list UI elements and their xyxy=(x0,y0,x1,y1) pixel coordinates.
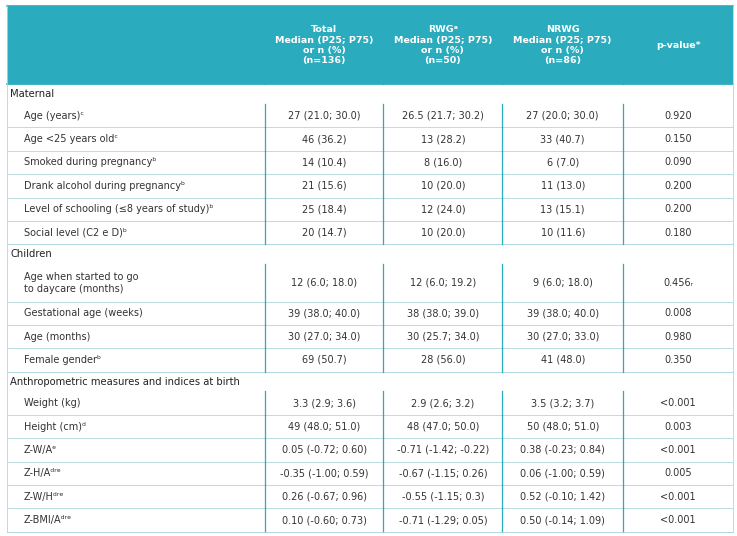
Text: 3.5 (3.2; 3.7): 3.5 (3.2; 3.7) xyxy=(531,398,594,408)
Text: 0.008: 0.008 xyxy=(664,308,692,318)
Text: Anthropometric measures and indices at birth: Anthropometric measures and indices at b… xyxy=(10,377,240,386)
Text: 46 (36.2): 46 (36.2) xyxy=(302,134,346,144)
Text: 0.920: 0.920 xyxy=(664,111,692,121)
Text: Smoked during pregnancyᵇ: Smoked during pregnancyᵇ xyxy=(24,158,156,167)
Text: 30 (27.0; 33.0): 30 (27.0; 33.0) xyxy=(526,332,599,341)
Bar xyxy=(7,302,733,325)
Text: 9 (6.0; 18.0): 9 (6.0; 18.0) xyxy=(533,278,593,288)
Text: 33 (40.7): 33 (40.7) xyxy=(540,134,585,144)
Bar xyxy=(7,174,733,198)
Text: 12 (6.0; 19.2): 12 (6.0; 19.2) xyxy=(410,278,476,288)
Text: 50 (48.0; 51.0): 50 (48.0; 51.0) xyxy=(526,421,599,431)
Text: 0.26 (-0.67; 0.96): 0.26 (-0.67; 0.96) xyxy=(282,492,367,502)
Text: 25 (18.4): 25 (18.4) xyxy=(302,204,346,214)
Text: <0.001: <0.001 xyxy=(660,492,696,502)
Bar xyxy=(7,198,733,221)
Text: 10 (20.0): 10 (20.0) xyxy=(421,181,465,191)
Bar xyxy=(7,244,733,264)
Text: 30 (25.7; 34.0): 30 (25.7; 34.0) xyxy=(407,332,479,341)
Bar xyxy=(7,6,733,84)
Text: 0.52 (-0.10; 1.42): 0.52 (-0.10; 1.42) xyxy=(520,492,605,502)
Text: 0.980: 0.980 xyxy=(664,332,692,341)
Text: Total
Median (P25; P75)
or n (%)
(n=136): Total Median (P25; P75) or n (%) (n=136) xyxy=(275,25,374,65)
Bar xyxy=(7,104,733,128)
Text: Age when started to go
to daycare (months): Age when started to go to daycare (month… xyxy=(24,272,138,294)
Bar xyxy=(7,415,733,438)
Text: 12 (24.0): 12 (24.0) xyxy=(421,204,465,214)
Text: 69 (50.7): 69 (50.7) xyxy=(302,355,346,365)
Text: 12 (6.0; 18.0): 12 (6.0; 18.0) xyxy=(291,278,357,288)
Bar xyxy=(7,128,733,151)
Text: 27 (20.0; 30.0): 27 (20.0; 30.0) xyxy=(526,111,599,121)
Bar xyxy=(7,264,733,302)
Text: 10 (11.6): 10 (11.6) xyxy=(540,228,585,237)
Text: -0.71 (-1.29; 0.05): -0.71 (-1.29; 0.05) xyxy=(399,515,487,525)
Text: 41 (48.0): 41 (48.0) xyxy=(540,355,585,365)
Text: 13 (15.1): 13 (15.1) xyxy=(540,204,585,214)
Bar xyxy=(7,485,733,508)
Text: 8 (16.0): 8 (16.0) xyxy=(424,158,462,167)
Text: 13 (28.2): 13 (28.2) xyxy=(421,134,465,144)
Text: Gestational age (weeks): Gestational age (weeks) xyxy=(24,308,142,318)
Text: Age (years)ᶜ: Age (years)ᶜ xyxy=(24,111,83,121)
Text: 0.200: 0.200 xyxy=(664,181,692,191)
Text: Level of schooling (≤8 years of study)ᵇ: Level of schooling (≤8 years of study)ᵇ xyxy=(24,204,213,214)
Text: 0.38 (-0.23; 0.84): 0.38 (-0.23; 0.84) xyxy=(520,445,605,455)
Text: 3.3 (2.9; 3.6): 3.3 (2.9; 3.6) xyxy=(293,398,356,408)
Text: 11 (13.0): 11 (13.0) xyxy=(540,181,585,191)
Text: 0.350: 0.350 xyxy=(664,355,692,365)
Text: Social level (C2 e D)ᵇ: Social level (C2 e D)ᵇ xyxy=(24,228,127,237)
Text: -0.71 (-1.42; -0.22): -0.71 (-1.42; -0.22) xyxy=(397,445,489,455)
Text: 26.5 (21.7; 30.2): 26.5 (21.7; 30.2) xyxy=(402,111,484,121)
Text: Z-W/Hᵈʳᵉ: Z-W/Hᵈʳᵉ xyxy=(24,492,64,502)
Text: 0.10 (-0.60; 0.73): 0.10 (-0.60; 0.73) xyxy=(282,515,367,525)
Text: Drank alcohol during pregnancyᵇ: Drank alcohol during pregnancyᵇ xyxy=(24,181,185,191)
Text: -0.55 (-1.15; 0.3): -0.55 (-1.15; 0.3) xyxy=(402,492,484,502)
Bar xyxy=(7,84,733,104)
Text: RWGᵃ
Median (P25; P75)
or n (%)
(n=50): RWGᵃ Median (P25; P75) or n (%) (n=50) xyxy=(394,25,492,65)
Text: Weight (kg): Weight (kg) xyxy=(24,398,80,408)
Bar xyxy=(7,438,733,461)
Text: 0.50 (-0.14; 1.09): 0.50 (-0.14; 1.09) xyxy=(520,515,605,525)
Text: 14 (10.4): 14 (10.4) xyxy=(302,158,346,167)
Text: Height (cm)ᵈ: Height (cm)ᵈ xyxy=(24,421,85,431)
Text: 2.9 (2.6; 3.2): 2.9 (2.6; 3.2) xyxy=(411,398,475,408)
Text: 28 (56.0): 28 (56.0) xyxy=(421,355,465,365)
Text: 0.06 (-1.00; 0.59): 0.06 (-1.00; 0.59) xyxy=(520,468,605,478)
Text: p-value*: p-value* xyxy=(656,41,700,50)
Text: 0.200: 0.200 xyxy=(664,204,692,214)
Text: 48 (47.0; 50.0): 48 (47.0; 50.0) xyxy=(407,421,479,431)
Text: 39 (38.0; 40.0): 39 (38.0; 40.0) xyxy=(288,308,360,318)
Text: NRWG
Median (P25; P75)
or n (%)
(n=86): NRWG Median (P25; P75) or n (%) (n=86) xyxy=(514,25,612,65)
Text: 10 (20.0): 10 (20.0) xyxy=(421,228,465,237)
Bar xyxy=(7,348,733,371)
Text: 0.456ᵣ: 0.456ᵣ xyxy=(663,278,694,288)
Bar xyxy=(7,461,733,485)
Text: 0.003: 0.003 xyxy=(664,421,692,431)
Text: 0.005: 0.005 xyxy=(664,468,692,478)
Bar xyxy=(7,371,733,391)
Text: 38 (38.0; 39.0): 38 (38.0; 39.0) xyxy=(407,308,479,318)
Bar xyxy=(7,508,733,532)
Text: -0.35 (-1.00; 0.59): -0.35 (-1.00; 0.59) xyxy=(280,468,368,478)
Text: -0.67 (-1.15; 0.26): -0.67 (-1.15; 0.26) xyxy=(399,468,487,478)
Text: Z-H/Aᵈʳᵉ: Z-H/Aᵈʳᵉ xyxy=(24,468,61,478)
Bar xyxy=(7,221,733,244)
Text: Maternal: Maternal xyxy=(10,89,55,99)
Text: 30 (27.0; 34.0): 30 (27.0; 34.0) xyxy=(288,332,360,341)
Text: 0.180: 0.180 xyxy=(664,228,692,237)
Text: Female genderᵇ: Female genderᵇ xyxy=(24,355,101,365)
Text: <0.001: <0.001 xyxy=(660,515,696,525)
Text: Age (months): Age (months) xyxy=(24,332,90,341)
Text: <0.001: <0.001 xyxy=(660,398,696,408)
Text: 49 (48.0; 51.0): 49 (48.0; 51.0) xyxy=(288,421,360,431)
Text: Z-BMI/Aᵈʳᵉ: Z-BMI/Aᵈʳᵉ xyxy=(24,515,71,525)
Text: 20 (14.7): 20 (14.7) xyxy=(302,228,346,237)
Text: 21 (15.6): 21 (15.6) xyxy=(302,181,346,191)
Text: 0.090: 0.090 xyxy=(664,158,692,167)
Text: Z-W/Aᵉ: Z-W/Aᵉ xyxy=(24,445,57,455)
Bar xyxy=(7,151,733,174)
Text: 27 (21.0; 30.0): 27 (21.0; 30.0) xyxy=(288,111,360,121)
Text: Age <25 years oldᶜ: Age <25 years oldᶜ xyxy=(24,134,118,144)
Text: Children: Children xyxy=(10,249,52,259)
